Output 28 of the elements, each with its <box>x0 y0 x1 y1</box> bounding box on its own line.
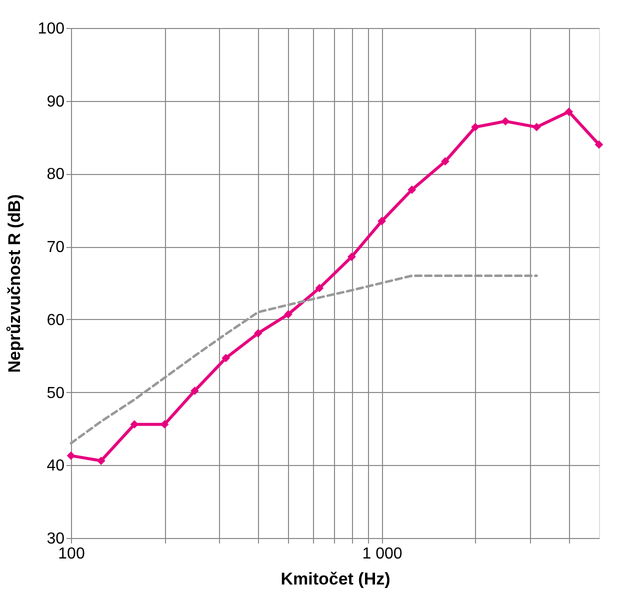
point <box>222 354 230 362</box>
x-axis-title: Kmitočet (Hz) <box>280 570 390 588</box>
y-tick-label: 60 <box>46 312 65 329</box>
point <box>408 186 416 194</box>
point <box>347 252 356 261</box>
point <box>66 451 76 460</box>
y-tick-label: 30 <box>46 530 65 548</box>
y-tick-label: 100 <box>38 20 65 38</box>
point <box>254 329 262 338</box>
point <box>532 122 541 132</box>
y-tick-label: 80 <box>46 166 65 184</box>
point <box>441 157 450 166</box>
point <box>594 140 604 149</box>
point <box>471 122 480 132</box>
y-axis-title: Neprůzvučnost R (dB) <box>4 194 24 373</box>
y-tick-label: 40 <box>46 458 65 475</box>
y-tick-label: 70 <box>46 239 65 256</box>
point <box>315 284 324 292</box>
point <box>284 310 292 319</box>
point <box>378 216 386 226</box>
x-tick-label: 1 000 <box>362 546 402 562</box>
point <box>96 456 106 465</box>
point <box>501 117 510 126</box>
point <box>564 108 574 116</box>
y-tick-label: 50 <box>46 384 65 402</box>
y-tick-label: 90 <box>46 93 65 110</box>
line-series <box>70 274 538 445</box>
point <box>190 386 199 396</box>
